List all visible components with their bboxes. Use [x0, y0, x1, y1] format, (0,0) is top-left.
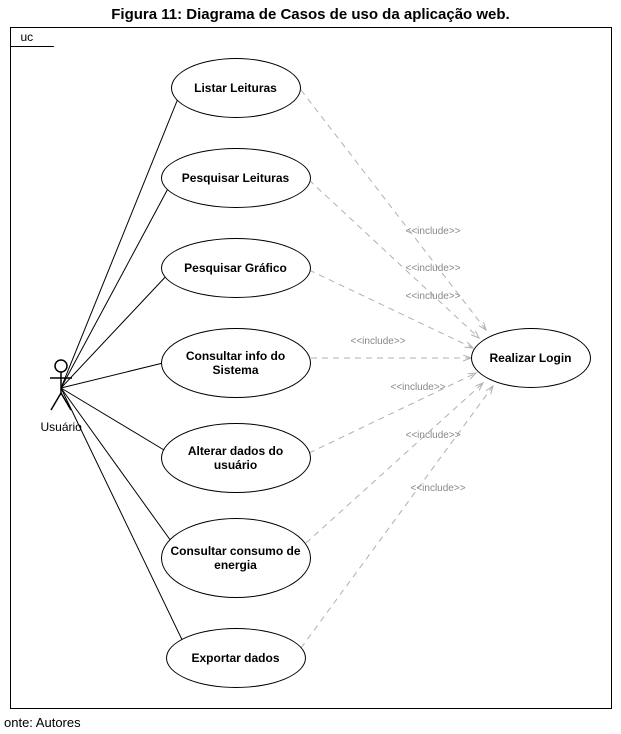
- include-label: <<include>>: [351, 336, 406, 347]
- usecase-listar-leituras: Listar Leituras: [171, 58, 301, 118]
- include-label: <<include>>: [406, 226, 461, 237]
- usecase-exportar-dados: Exportar dados: [166, 628, 306, 688]
- source-footer: onte: Autores: [0, 709, 621, 730]
- include-label: <<include>>: [391, 382, 446, 393]
- include-label: <<include>>: [406, 263, 461, 274]
- frame-tag: uc: [10, 27, 62, 47]
- include-label: <<include>>: [406, 430, 461, 441]
- usecase-pesquisar-leituras: Pesquisar Leituras: [161, 148, 311, 208]
- include-label: <<include>>: [406, 291, 461, 302]
- figure-caption: Figura 11: Diagrama de Casos de uso da a…: [0, 0, 621, 27]
- usecase-diagram-frame: uc Usuário Listar Leituras <<include>> Pes…: [10, 27, 612, 709]
- usecase-alterar-dados: Alterar dados do usuário: [161, 423, 311, 493]
- actor-stick-figure-icon: [46, 358, 76, 413]
- usecase-pesquisar-grafico: Pesquisar Gráfico: [161, 238, 311, 298]
- actor-label: Usuário: [41, 420, 81, 434]
- usecase-realizar-login: Realizar Login: [471, 328, 591, 388]
- usecase-consultar-consumo: Consultar consumo de energia: [161, 518, 311, 598]
- actor-usuario: Usuário: [41, 358, 81, 434]
- include-label: <<include>>: [411, 483, 466, 494]
- usecase-consultar-info: Consultar info do Sistema: [161, 328, 311, 398]
